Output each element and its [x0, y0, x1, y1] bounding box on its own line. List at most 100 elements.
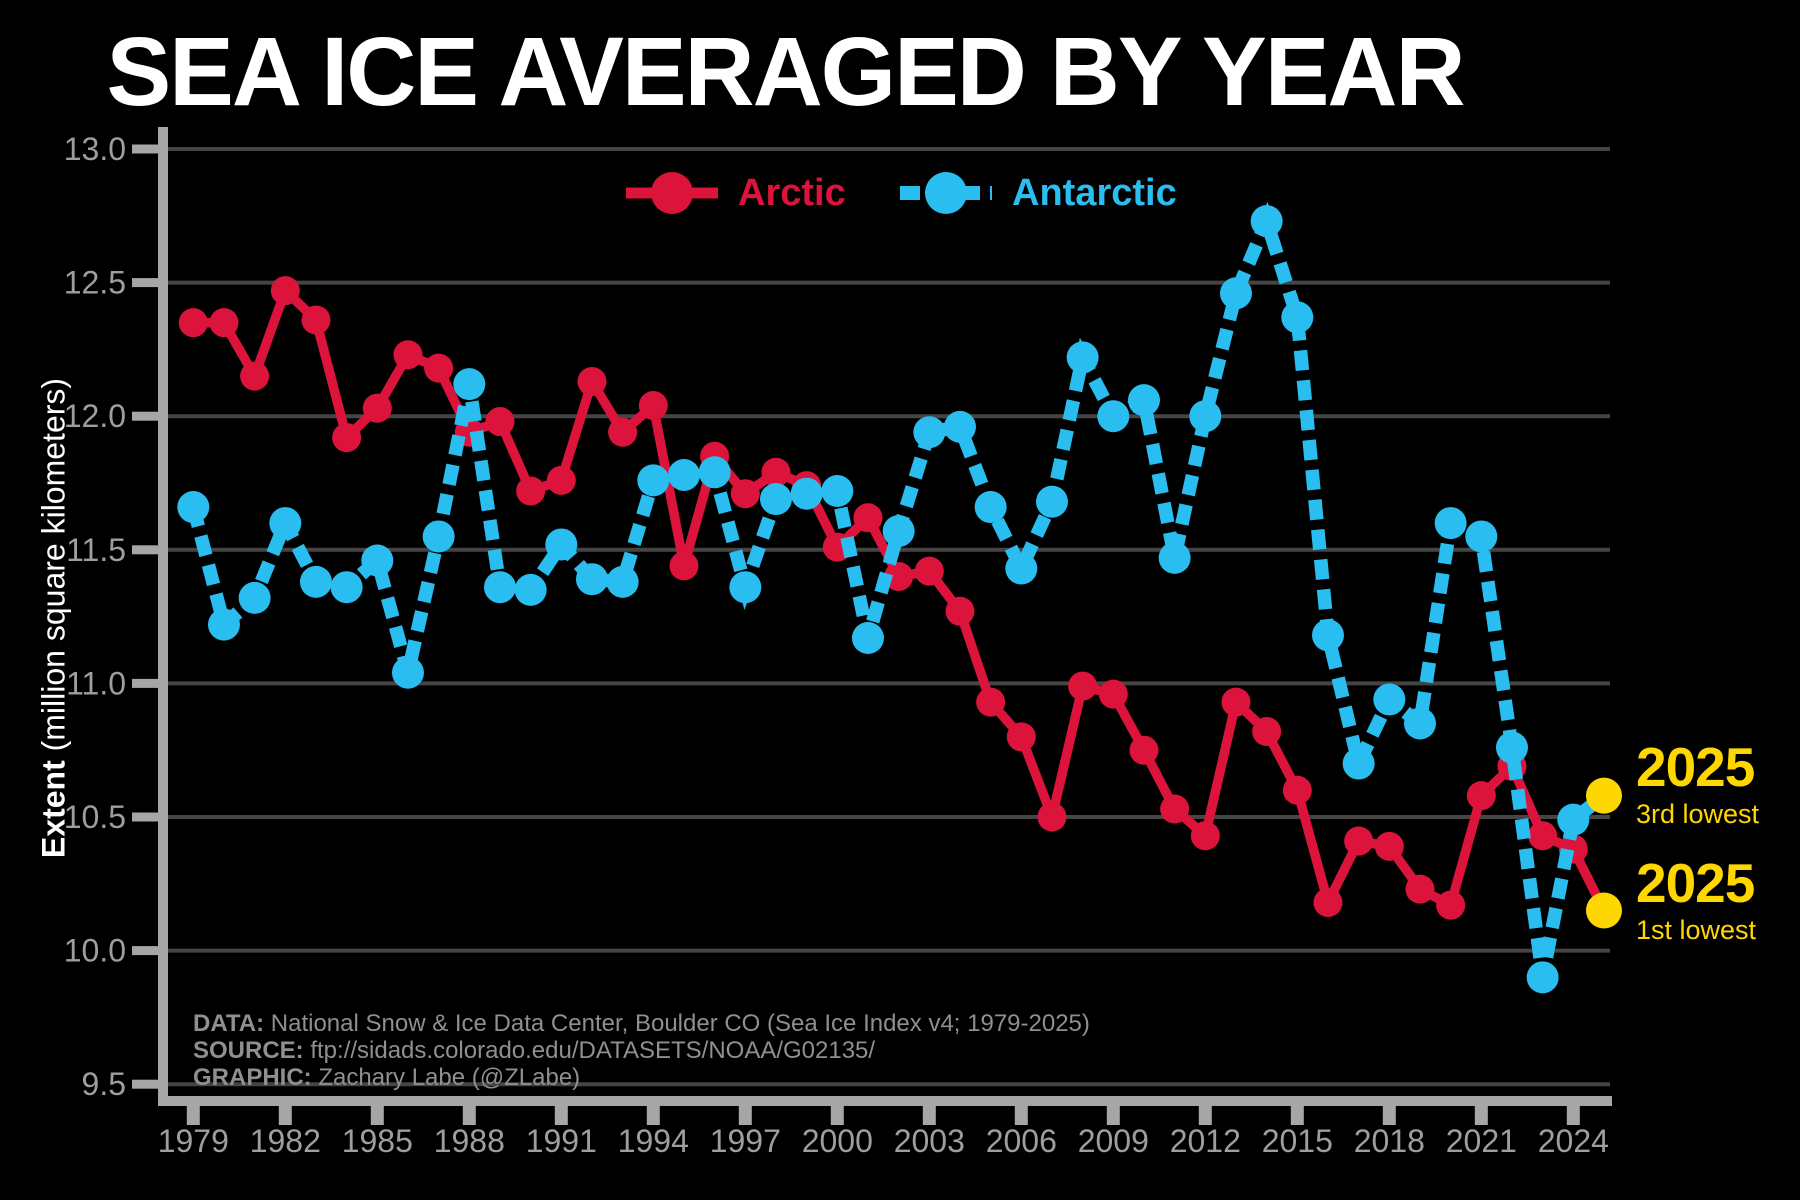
- y-axis-spine: [158, 127, 168, 1106]
- antarctic-marker: [1465, 520, 1498, 553]
- antarctic-marker: [207, 608, 240, 641]
- x-tick: [738, 1106, 752, 1125]
- antarctic-marker: [1005, 552, 1038, 585]
- antarctic-marker: [1281, 301, 1314, 334]
- arctic-marker: [332, 423, 362, 453]
- arctic-marker: [1129, 735, 1159, 765]
- x-tick: [646, 1106, 660, 1125]
- source-graphic-text: Zachary Labe (@ZLabe): [318, 1064, 581, 1091]
- y-tick: [132, 812, 158, 822]
- source-data-text: National Snow & Ice Data Center, Boulder…: [270, 1010, 1090, 1037]
- arctic-marker: [761, 457, 791, 487]
- arctic-2025-highlight-marker: [1585, 892, 1622, 929]
- y-tick: [132, 278, 158, 288]
- y-tick-label: 10.5: [64, 799, 126, 835]
- x-tick-label: 1997: [710, 1123, 781, 1159]
- y-tick: [132, 545, 158, 555]
- antarctic-marker: [299, 565, 332, 598]
- antarctic-marker: [238, 581, 271, 614]
- antarctic-marker: [422, 520, 455, 553]
- arctic-marker: [240, 361, 270, 391]
- y-tick: [132, 946, 158, 956]
- annotation-antarctic-2025: 2025 3rd lowest: [1636, 740, 1759, 830]
- x-tick-label: 1982: [250, 1123, 321, 1159]
- x-tick-label: 2015: [1262, 1123, 1333, 1159]
- antarctic-marker: [545, 528, 578, 561]
- x-tick: [370, 1106, 384, 1125]
- x-tick-label: 2012: [1170, 1123, 1241, 1159]
- y-tick-label: 11.5: [66, 532, 126, 568]
- antarctic-marker: [1066, 341, 1099, 374]
- antarctic-marker: [1035, 485, 1068, 518]
- x-tick: [462, 1106, 476, 1125]
- y-tick-label: 11.0: [66, 665, 126, 701]
- legend-item-antarctic: Antarctic: [900, 170, 1177, 216]
- arctic-marker: [1282, 775, 1312, 805]
- x-tick: [186, 1106, 200, 1125]
- y-tick-label: 9.5: [82, 1066, 126, 1102]
- arctic-marker: [1344, 826, 1374, 856]
- y-tick: [132, 678, 158, 688]
- antarctic-2025-highlight-marker: [1585, 777, 1622, 814]
- x-tick: [1382, 1106, 1396, 1125]
- arctic-marker: [1068, 671, 1098, 701]
- x-tick: [1014, 1106, 1028, 1125]
- arctic-marker: [608, 417, 638, 447]
- source-data-label: DATA:: [193, 1010, 265, 1037]
- arctic-marker: [1190, 821, 1220, 851]
- legend-label-arctic: Arctic: [738, 172, 846, 214]
- arctic-marker: [1037, 802, 1067, 832]
- arctic-marker: [301, 305, 331, 335]
- x-tick: [1198, 1106, 1212, 1125]
- x-tick-label: 2003: [894, 1123, 965, 1159]
- antarctic-swatch-marker: [925, 172, 967, 214]
- antarctic-marker: [851, 621, 884, 654]
- antarctic-line-swatch-icon: [900, 170, 992, 216]
- source-line-data: DATA: National Snow & Ice Data Center, B…: [193, 1010, 1090, 1037]
- x-tick: [1290, 1106, 1304, 1125]
- source-source-text: ftp://sidads.colorado.edu/DATASETS/NOAA/…: [310, 1037, 876, 1064]
- antarctic-marker: [1127, 384, 1160, 417]
- y-axis-label-bold: Extent: [35, 760, 72, 859]
- antarctic-marker: [483, 571, 516, 604]
- x-tick-label: 1979: [158, 1123, 229, 1159]
- arctic-marker: [362, 393, 392, 423]
- antarctic-marker: [698, 456, 731, 489]
- arctic-marker: [669, 551, 699, 581]
- x-tick-label: 2018: [1354, 1123, 1425, 1159]
- antarctic-marker: [729, 571, 762, 604]
- antarctic-marker: [1158, 541, 1191, 574]
- x-tick: [922, 1106, 936, 1125]
- antarctic-marker: [1311, 619, 1344, 652]
- y-axis-label: Extent (million square kilometers): [36, 378, 73, 858]
- source-graphic-label: GRAPHIC:: [193, 1064, 312, 1091]
- x-tick-label: 1994: [618, 1123, 689, 1159]
- annotation-arctic-rank: 1st lowest: [1636, 915, 1757, 945]
- antarctic-marker: [1373, 683, 1406, 716]
- antarctic-marker: [269, 507, 302, 540]
- arctic-marker: [638, 391, 668, 421]
- arctic-marker: [546, 465, 576, 495]
- y-tick-label: 12.5: [64, 265, 126, 301]
- y-tick: [132, 411, 158, 421]
- y-tick: [132, 1079, 158, 1089]
- arctic-marker: [393, 340, 423, 370]
- y-tick-label: 12.0: [64, 398, 126, 434]
- antarctic-marker: [1526, 961, 1559, 994]
- arctic-marker: [1466, 781, 1496, 811]
- annotation-antarctic-year: 2025: [1636, 736, 1755, 798]
- antarctic-marker: [882, 515, 915, 548]
- x-tick: [1106, 1106, 1120, 1125]
- antarctic-marker: [606, 565, 639, 598]
- arctic-marker: [1405, 874, 1435, 904]
- antarctic-marker: [391, 656, 424, 689]
- arctic-marker: [1436, 890, 1466, 920]
- antarctic-marker: [913, 416, 946, 449]
- antarctic-marker: [1097, 400, 1130, 433]
- arctic-marker: [945, 596, 975, 626]
- arctic-marker: [178, 308, 208, 338]
- x-tick-label: 2000: [802, 1123, 873, 1159]
- arctic-marker: [424, 353, 454, 383]
